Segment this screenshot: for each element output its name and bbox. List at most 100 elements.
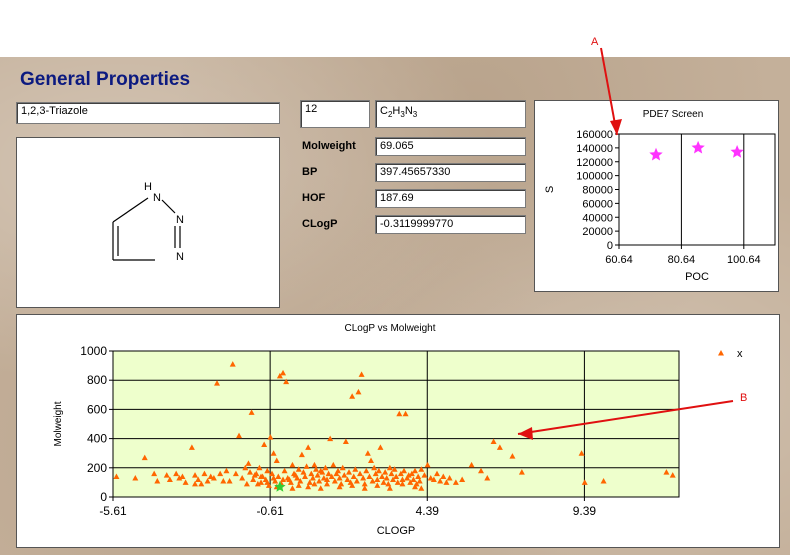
hof-label: HOF: [302, 192, 326, 204]
data-point-triangle: [223, 467, 230, 474]
data-point-triangle: [298, 451, 305, 458]
y-tick-label: 800: [87, 373, 107, 387]
data-point-triangle: [320, 475, 327, 481]
data-point-triangle: [311, 461, 318, 468]
data-point-triangle: [273, 457, 280, 463]
data-point-triangle: [377, 444, 384, 450]
y-tick-label: 600: [87, 402, 107, 416]
data-point-triangle: [291, 470, 298, 477]
data-point-triangle: [496, 444, 503, 450]
formula-c: C: [380, 105, 388, 117]
y-tick-label: 200: [87, 461, 107, 475]
compound-id-field[interactable]: 12: [300, 100, 370, 128]
data-point-triangle: [204, 477, 211, 484]
legend-label: x: [737, 348, 743, 360]
data-point-triangle: [163, 472, 170, 478]
data-point-triangle: [280, 476, 287, 482]
data-point-triangle: [361, 480, 368, 487]
data-point-triangle: [242, 464, 249, 471]
data-point-triangle: [317, 485, 324, 491]
data-point-triangle: [383, 475, 390, 481]
data-point-triangle: [281, 467, 288, 474]
data-point-triangle: [261, 441, 268, 447]
data-point-triangle: [346, 469, 353, 475]
data-point-triangle: [316, 477, 323, 484]
data-point-triangle: [272, 477, 279, 484]
data-point-triangle: [331, 477, 338, 484]
data-point-triangle: [229, 361, 236, 367]
data-point-triangle: [220, 477, 227, 484]
data-point-triangle: [393, 473, 400, 480]
clogp-field[interactable]: -0.3119999770: [375, 215, 526, 234]
data-point-triangle: [401, 467, 408, 474]
compound-name-field[interactable]: 1,2,3-Triazole: [16, 102, 280, 124]
data-point-triangle: [132, 475, 139, 481]
formula-n: N: [404, 105, 413, 117]
data-point-triangle: [374, 482, 381, 488]
data-point-triangle: [210, 475, 217, 481]
data-point-triangle: [154, 477, 161, 484]
data-point-triangle: [440, 473, 447, 480]
data-point-triangle: [424, 461, 431, 468]
data-point-triangle: [182, 479, 189, 485]
data-point-triangle: [324, 480, 331, 487]
data-point-triangle: [226, 477, 233, 484]
data-point-triangle: [166, 476, 173, 482]
data-point-triangle: [248, 409, 255, 415]
data-point-triangle: [412, 467, 419, 474]
x-tick-label: 80.64: [668, 254, 696, 266]
hof-field[interactable]: 187.69: [375, 189, 526, 208]
formula-h: H: [392, 105, 401, 117]
data-point-triangle: [459, 476, 466, 482]
data-point-triangle: [375, 467, 382, 474]
data-point-triangle: [397, 470, 404, 477]
data-point-triangle: [188, 444, 195, 450]
data-point-triangle: [341, 472, 348, 478]
data-point-triangle: [305, 444, 312, 450]
data-point-star: [649, 147, 663, 161]
data-point-triangle: [349, 393, 356, 399]
y-tick-label: 160000: [576, 129, 613, 141]
molweight-field[interactable]: 69.065: [375, 137, 526, 156]
clogp-label: CLogP: [302, 218, 338, 230]
data-point-triangle: [198, 480, 205, 487]
data-point-triangle: [305, 483, 312, 490]
x-axis-label: POC: [685, 271, 709, 283]
bp-field[interactable]: 397.45657330: [375, 163, 526, 182]
data-point-triangle: [280, 369, 287, 376]
data-point-triangle: [372, 470, 379, 477]
data-point-triangle: [151, 470, 158, 477]
data-point-triangle: [192, 480, 199, 487]
data-point-triangle: [201, 470, 208, 477]
data-point-triangle: [264, 479, 271, 485]
data-point-triangle: [353, 477, 360, 484]
data-point-triangle: [358, 371, 365, 377]
data-point-triangle: [308, 470, 315, 477]
data-point-triangle: [342, 438, 349, 445]
data-point-star: [691, 140, 705, 154]
formula-field[interactable]: C2H3N3: [375, 100, 526, 128]
data-point-triangle: [443, 479, 450, 485]
data-point-triangle: [355, 388, 362, 395]
data-point-triangle: [388, 470, 395, 477]
formula-c-count: 2: [387, 110, 393, 120]
data-point-triangle: [437, 477, 444, 484]
data-point-triangle: [385, 480, 392, 487]
data-point-triangle: [217, 470, 224, 477]
data-point-triangle: [339, 464, 346, 471]
data-point-triangle: [402, 410, 409, 417]
data-point-triangle: [407, 479, 414, 485]
data-point-triangle: [270, 450, 277, 456]
y-tick-label: 0: [100, 490, 107, 504]
data-point-triangle: [311, 480, 318, 487]
data-point-triangle: [404, 475, 411, 481]
data-point-triangle: [306, 479, 313, 485]
data-point-triangle: [207, 473, 214, 480]
data-point-triangle: [484, 475, 491, 481]
data-point-triangle: [578, 450, 585, 456]
plot-area: [618, 133, 776, 246]
y-tick-label: 40000: [582, 212, 613, 224]
clogp-molweight-scatter-chart: CLogP vs Molweight 0 200 400 600 800 1000 -5.61…: [53, 323, 743, 537]
page-title: General Properties: [20, 69, 191, 90]
